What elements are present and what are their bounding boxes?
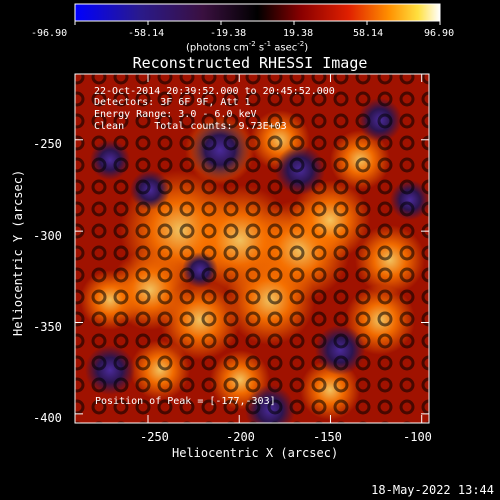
colorbar-tick-label: 19.38 bbox=[283, 28, 314, 39]
colorbar-frame bbox=[74, 3, 441, 22]
x-tick-label: -250 bbox=[140, 430, 169, 444]
info-line-detectors: Detectors: 3F 6F 9F, Att 1 bbox=[94, 97, 251, 108]
chart-title: Reconstructed RHESSI Image bbox=[132, 54, 368, 72]
y-axis-label: Heliocentric Y (arcsec) bbox=[11, 169, 25, 336]
colorbar-tick-label: 58.14 bbox=[353, 28, 384, 39]
info-line-energy-range: Energy Range: 3.0 - 6.0 keV bbox=[94, 109, 257, 120]
info-line-clean-counts: Clean Total counts: 9.73E+03 bbox=[94, 121, 287, 132]
y-tick-label: -250 bbox=[33, 137, 62, 151]
heatmap-image bbox=[75, 74, 429, 423]
colorbar-tick-label: -19.38 bbox=[210, 28, 247, 39]
colorbar-tick-label: 96.90 bbox=[424, 28, 455, 39]
peak-position-label: Position of Peak = [-177,-303] bbox=[95, 396, 276, 407]
colorbar-tick-label: -58.14 bbox=[128, 28, 165, 39]
colorbar-tick-label: -96.90 bbox=[31, 28, 68, 39]
y-tick-label: -300 bbox=[33, 229, 62, 243]
x-tick-label: -200 bbox=[226, 430, 255, 444]
x-axis-ticks bbox=[147, 74, 423, 423]
x-tick-label: -100 bbox=[403, 430, 432, 444]
timestamp: 18-May-2022 13:44 bbox=[371, 483, 494, 497]
x-axis-label: Heliocentric X (arcsec) bbox=[172, 446, 339, 460]
y-axis-ticks bbox=[75, 139, 429, 415]
colorbar-units-label: (photons cm-2 s-1 asec-2) bbox=[186, 40, 309, 54]
x-tick-label: -150 bbox=[313, 430, 342, 444]
colorbar-ticks bbox=[74, 21, 441, 25]
y-tick-label: -400 bbox=[33, 411, 62, 425]
colorbar bbox=[75, 4, 440, 21]
y-tick-label: -350 bbox=[33, 320, 62, 334]
plot-frame bbox=[74, 73, 430, 424]
info-line-time-range: 22-Oct-2014 20:39:52.000 to 20:45:52.000 bbox=[94, 86, 335, 97]
